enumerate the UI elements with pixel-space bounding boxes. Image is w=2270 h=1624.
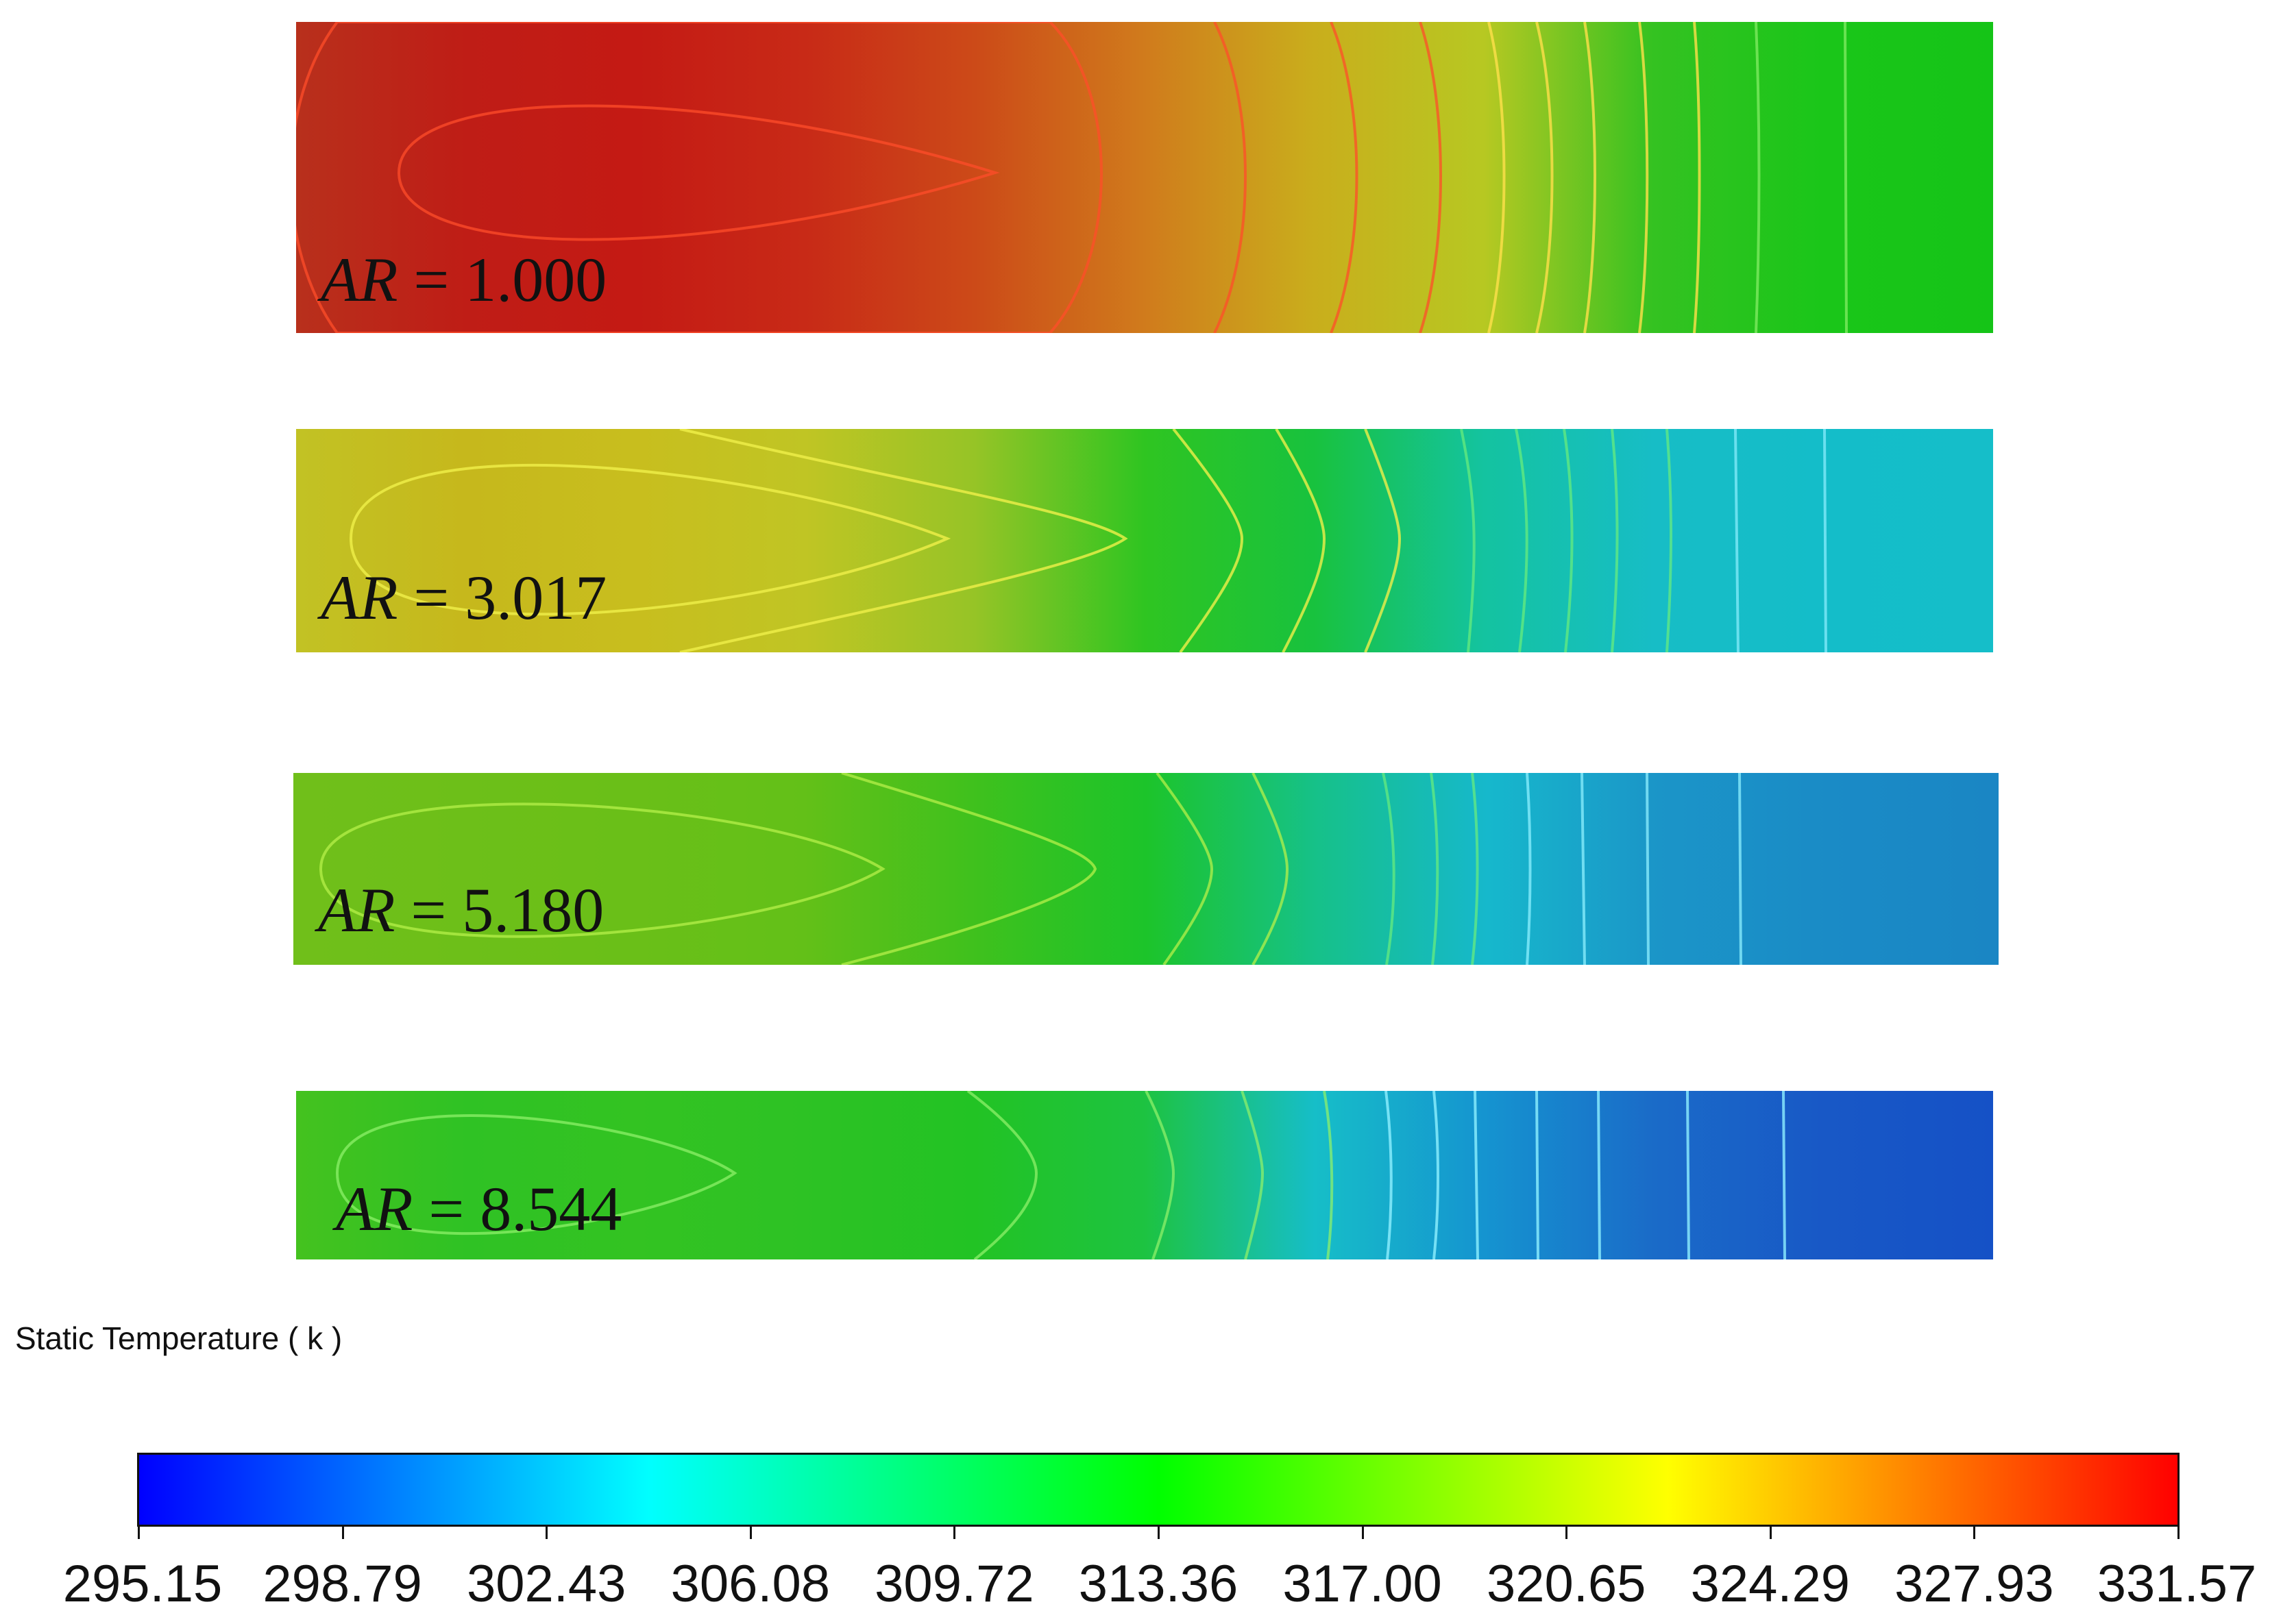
isotherm-lines — [296, 22, 1442, 333]
tick-mark — [1565, 1525, 1568, 1539]
tick-mark — [749, 1525, 752, 1539]
aspect-ratio-label: AR = 1.000 — [321, 245, 607, 315]
tick-mark — [953, 1525, 956, 1539]
tick-label: 306.08 — [670, 1555, 831, 1613]
isotherm-lines — [319, 773, 1289, 965]
tick-mark — [1769, 1525, 1772, 1539]
tick-label: 324.29 — [1690, 1555, 1851, 1613]
tick-label: 317.00 — [1282, 1555, 1442, 1613]
temperature-contour-field — [296, 1091, 1993, 1259]
tick-label: 295.15 — [62, 1555, 223, 1613]
aspect-ratio-label: AR = 8.544 — [336, 1174, 622, 1244]
contour-panel-ar-3017: AR = 3.017 — [296, 429, 1993, 652]
tick-mark — [138, 1525, 140, 1539]
isotherm-lines — [349, 429, 1402, 652]
temperature-contour-field — [296, 22, 1993, 333]
tick-label: 302.43 — [466, 1555, 626, 1613]
tick-label: 320.65 — [1486, 1555, 1646, 1613]
contour-panel-ar-5180: AR = 5.180 — [293, 773, 1999, 965]
tick-label: 298.79 — [263, 1555, 422, 1613]
tick-label: 309.72 — [875, 1555, 1034, 1613]
tick-label: 313.36 — [1078, 1555, 1238, 1613]
color-scale-bar — [137, 1453, 2180, 1527]
aspect-ratio-label: AR = 3.017 — [321, 563, 607, 632]
aspect-ratio-label: AR = 5.180 — [318, 875, 605, 945]
contour-panel-ar-1000: AR = 1.000 — [296, 22, 1993, 333]
isotherm-lines — [335, 1091, 1334, 1259]
tick-mark — [1361, 1525, 1364, 1539]
temperature-contour-field — [293, 773, 1999, 965]
tick-label: 331.57 — [2097, 1555, 2257, 1613]
tick-mark — [2177, 1525, 2180, 1539]
tick-label: 327.93 — [1894, 1555, 2054, 1613]
tick-mark — [1158, 1525, 1160, 1539]
legend-title: Static Temperature ( k ) — [15, 1320, 343, 1356]
contour-panel-ar-8544: AR = 8.544 — [296, 1091, 1993, 1259]
tick-mark — [1973, 1525, 1976, 1539]
temperature-contour-field — [296, 429, 1993, 652]
tick-mark — [341, 1525, 344, 1539]
tick-mark — [546, 1525, 548, 1539]
